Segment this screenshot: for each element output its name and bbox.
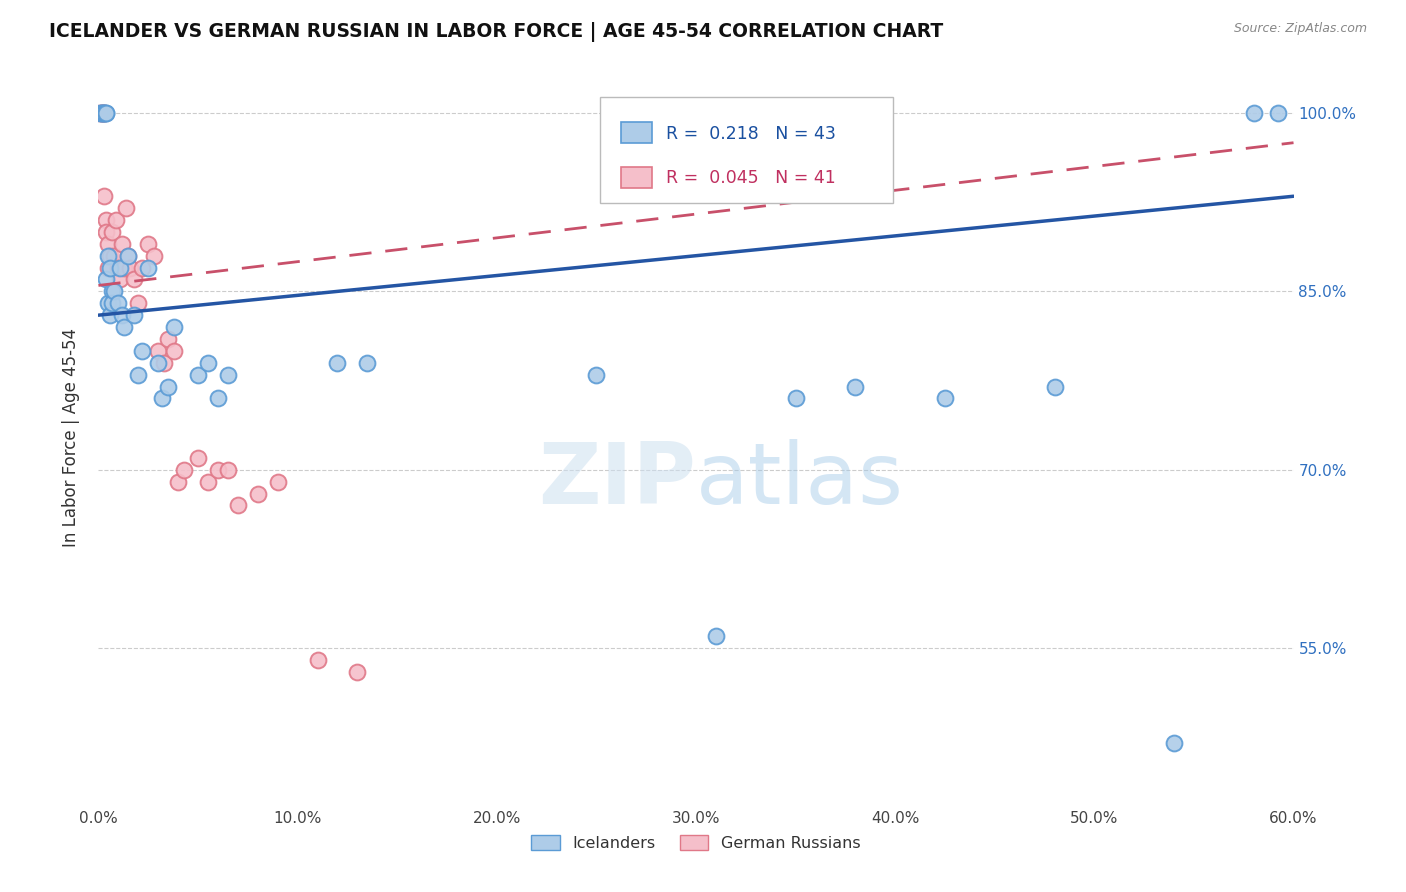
Point bbox=[785, 392, 807, 406]
Point bbox=[307, 653, 329, 667]
Point bbox=[173, 463, 195, 477]
Point bbox=[101, 285, 124, 299]
Point bbox=[101, 225, 124, 239]
Point bbox=[111, 308, 134, 322]
Point bbox=[207, 463, 229, 477]
Text: ICELANDER VS GERMAN RUSSIAN IN LABOR FORCE | AGE 45-54 CORRELATION CHART: ICELANDER VS GERMAN RUSSIAN IN LABOR FOR… bbox=[49, 22, 943, 42]
Point bbox=[124, 308, 146, 322]
Point bbox=[110, 260, 132, 275]
Point bbox=[585, 368, 607, 382]
Point bbox=[103, 285, 125, 299]
Point bbox=[187, 450, 209, 465]
Point bbox=[97, 260, 120, 275]
Point bbox=[131, 260, 153, 275]
FancyBboxPatch shape bbox=[620, 122, 652, 143]
Point bbox=[127, 368, 149, 382]
Point bbox=[207, 392, 229, 406]
Point bbox=[217, 368, 239, 382]
Point bbox=[96, 106, 118, 120]
Point bbox=[96, 106, 118, 120]
Point bbox=[93, 106, 115, 120]
Point bbox=[112, 320, 135, 334]
Point bbox=[153, 356, 176, 370]
Point bbox=[98, 249, 122, 263]
Point bbox=[226, 499, 249, 513]
Point bbox=[934, 392, 956, 406]
Point bbox=[1267, 106, 1289, 120]
Point bbox=[346, 665, 368, 679]
Point bbox=[1163, 736, 1185, 750]
Point bbox=[96, 225, 118, 239]
Point bbox=[136, 236, 159, 251]
Point bbox=[97, 249, 120, 263]
Point bbox=[93, 106, 115, 120]
Point bbox=[115, 201, 138, 215]
FancyBboxPatch shape bbox=[620, 167, 652, 187]
Point bbox=[157, 379, 180, 393]
Point bbox=[103, 249, 125, 263]
Point bbox=[96, 272, 118, 286]
Point bbox=[91, 106, 114, 120]
Point bbox=[704, 629, 727, 643]
Point bbox=[127, 296, 149, 310]
Point bbox=[89, 106, 111, 120]
Point bbox=[124, 272, 146, 286]
Point bbox=[1243, 106, 1265, 120]
Point bbox=[120, 260, 142, 275]
Point bbox=[93, 189, 115, 203]
Point bbox=[98, 260, 122, 275]
Point bbox=[217, 463, 239, 477]
Point bbox=[150, 392, 173, 406]
Point bbox=[148, 343, 170, 358]
Point bbox=[96, 213, 118, 227]
Point bbox=[89, 106, 111, 120]
Point bbox=[148, 356, 170, 370]
Point bbox=[163, 343, 186, 358]
Point bbox=[167, 475, 190, 489]
Point bbox=[267, 475, 290, 489]
Point bbox=[197, 356, 219, 370]
Y-axis label: In Labor Force | Age 45-54: In Labor Force | Age 45-54 bbox=[62, 327, 80, 547]
Point bbox=[91, 106, 114, 120]
Point bbox=[246, 486, 269, 500]
Point bbox=[111, 236, 134, 251]
Point bbox=[98, 308, 122, 322]
Point bbox=[107, 260, 129, 275]
Point bbox=[105, 213, 128, 227]
Text: R =  0.218   N = 43: R = 0.218 N = 43 bbox=[666, 125, 837, 143]
Legend: Icelanders, German Russians: Icelanders, German Russians bbox=[524, 828, 868, 857]
Point bbox=[91, 106, 114, 120]
Point bbox=[93, 106, 115, 120]
Point bbox=[117, 249, 139, 263]
Point bbox=[117, 249, 139, 263]
Point bbox=[356, 356, 378, 370]
Point bbox=[326, 356, 349, 370]
Point bbox=[197, 475, 219, 489]
Text: atlas: atlas bbox=[696, 440, 904, 523]
Point bbox=[163, 320, 186, 334]
Point bbox=[91, 106, 114, 120]
Point bbox=[110, 272, 132, 286]
Point bbox=[157, 332, 180, 346]
Point bbox=[1043, 379, 1066, 393]
Text: Source: ZipAtlas.com: Source: ZipAtlas.com bbox=[1233, 22, 1367, 36]
Point bbox=[844, 379, 866, 393]
Point bbox=[107, 296, 129, 310]
Point bbox=[97, 296, 120, 310]
Point bbox=[93, 106, 115, 120]
Point bbox=[136, 260, 159, 275]
Point bbox=[187, 368, 209, 382]
Point bbox=[143, 249, 166, 263]
FancyBboxPatch shape bbox=[600, 97, 893, 203]
Point bbox=[112, 260, 135, 275]
Point bbox=[101, 296, 124, 310]
Text: ZIP: ZIP bbox=[538, 440, 696, 523]
Text: R =  0.045   N = 41: R = 0.045 N = 41 bbox=[666, 169, 835, 187]
Point bbox=[131, 343, 153, 358]
Point bbox=[97, 236, 120, 251]
